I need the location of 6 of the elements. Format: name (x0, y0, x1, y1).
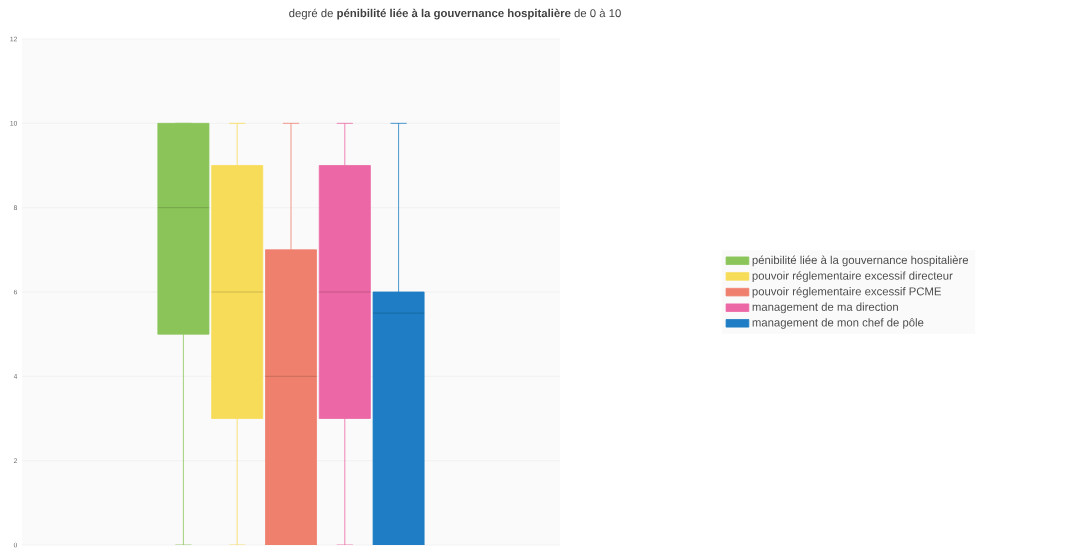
chart-title: degré de pénibilité liée à la gouvernance hospitalière de 0 à 10 (289, 8, 621, 20)
legend-label: management de ma direction (752, 302, 898, 314)
legend-label: management de mon chef de pôle (752, 318, 924, 329)
legend-label: pouvoir réglementaire excessif PCME (752, 286, 941, 298)
legend-label: pénibilité liée à la gouvernance hospitalière (752, 255, 969, 267)
legend-label: pouvoir réglementaire excessif directeur (752, 271, 953, 282)
